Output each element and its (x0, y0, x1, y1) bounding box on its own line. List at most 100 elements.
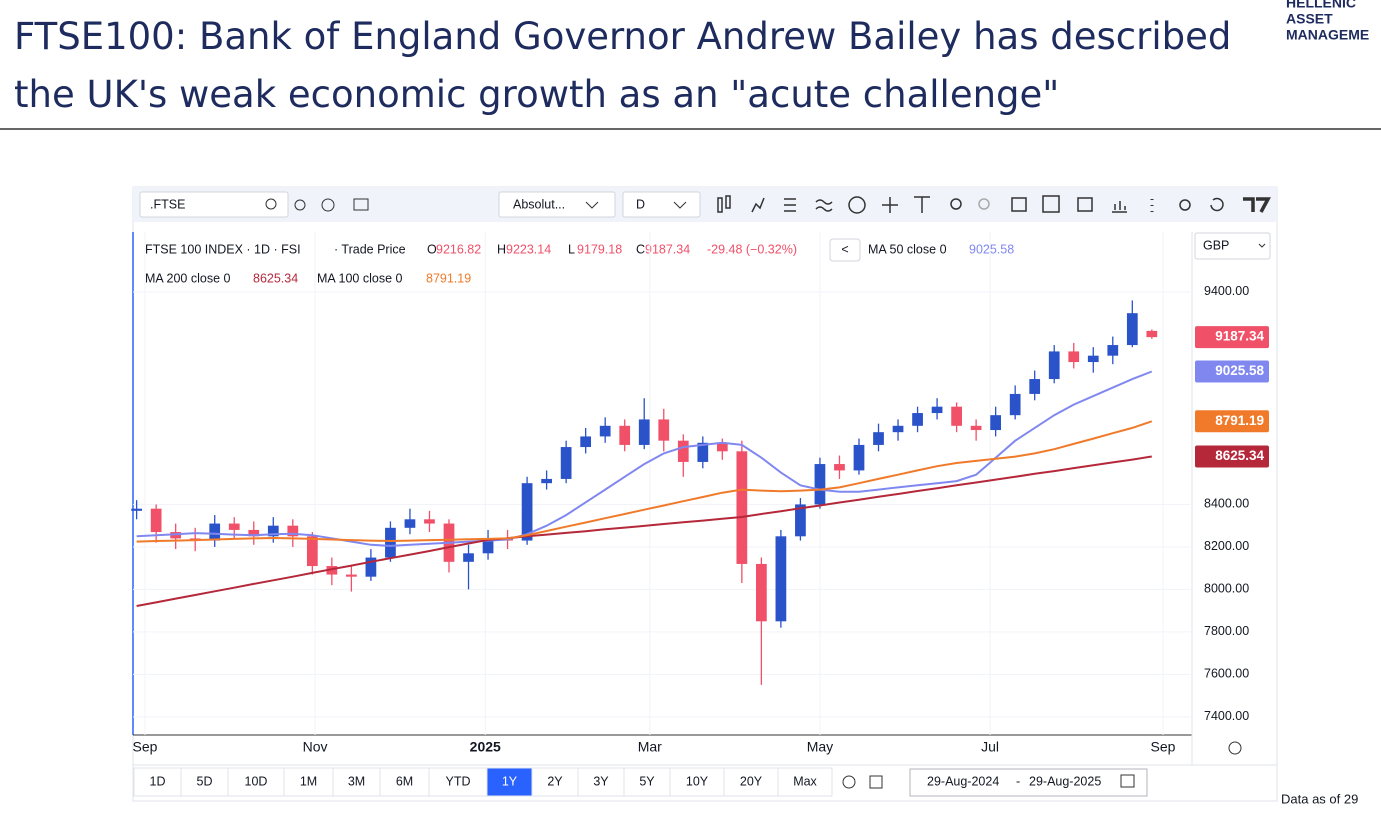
collapse-button[interactable] (829, 238, 861, 262)
slide-title: FTSE100: Bank of England Governor Andrew… (14, 15, 1232, 116)
legend-ma-name: MA 200 close 0 (145, 271, 231, 285)
candle-body (775, 536, 787, 622)
candle-body (736, 451, 748, 564)
candle-body (580, 436, 592, 448)
y-tick-label: 8200.00 (1204, 539, 1249, 553)
range-button-label: 5Y (639, 774, 655, 788)
range-button[interactable] (777, 767, 833, 797)
range-button[interactable] (577, 767, 625, 797)
candle-body (541, 478, 552, 484)
interval-select[interactable] (622, 191, 701, 218)
tool-icon[interactable] (1011, 197, 1027, 212)
legend-price-type: · Trade Price (334, 242, 406, 256)
settings-icon[interactable] (842, 775, 856, 789)
compare-icon[interactable] (321, 198, 335, 212)
range-button-label: YTD (446, 774, 471, 788)
legend: FTSE 100 INDEX · 1D · FSI · Trade Price … (145, 238, 1014, 285)
candle-body (306, 536, 318, 567)
range-button[interactable] (531, 767, 579, 797)
candle-body (599, 425, 611, 437)
legend-instrument: FTSE 100 INDEX · 1D · FSI (145, 242, 301, 256)
currency-select[interactable] (1194, 232, 1271, 260)
y-tick-label: 7400.00 (1204, 709, 1249, 723)
logo-text: MANAGEME (1286, 27, 1369, 43)
x-tick-label: Jul (981, 739, 999, 755)
candle-body (326, 566, 338, 575)
price-tag (1195, 360, 1269, 383)
range-button[interactable] (486, 767, 533, 797)
symbol-search[interactable] (139, 191, 289, 218)
legend-prefix: O (427, 242, 437, 256)
interval: D (636, 197, 645, 211)
range-button[interactable] (133, 767, 182, 797)
candle-body (1126, 313, 1138, 346)
tool-icon[interactable] (815, 199, 833, 212)
range-button-label: 10Y (686, 774, 709, 788)
tool-icon[interactable] (978, 198, 990, 210)
x-tick-label: Sep (133, 739, 158, 755)
x-tick-label: Sep (1151, 739, 1176, 755)
y-tick-label: 9400.00 (1204, 284, 1249, 298)
clock-icon[interactable] (294, 199, 306, 211)
tool-icon[interactable] (1042, 195, 1060, 213)
candle-body (560, 447, 572, 479)
x-tick-label: 2025 (470, 739, 501, 755)
candle-body (287, 525, 299, 537)
legend-prefix: H (497, 242, 506, 256)
candle-body (1029, 379, 1041, 394)
scale-select[interactable] (498, 191, 616, 218)
settings-icon[interactable] (1228, 741, 1242, 755)
legend-value: 9179.18 (577, 242, 622, 256)
tool-icon[interactable] (848, 196, 866, 214)
legend-ma-value: 8625.34 (253, 271, 298, 285)
candle-body (150, 508, 162, 533)
currency: GBP (1203, 238, 1229, 252)
candle-body (638, 419, 650, 445)
tool-icon[interactable] (914, 196, 930, 213)
range-button[interactable] (428, 767, 488, 797)
tool-icon[interactable] (882, 197, 898, 213)
tool-icons (717, 195, 1271, 214)
candle-body (131, 508, 142, 511)
candle-body (424, 519, 435, 524)
candle-body (1107, 345, 1119, 356)
range-button[interactable] (723, 767, 779, 797)
tool-icon[interactable] (725, 195, 731, 209)
date-from: 29-Aug-2024 (927, 774, 999, 788)
range-button-label: 20Y (740, 774, 763, 788)
logo-text: HELLENIC (1286, 0, 1356, 11)
date-range[interactable] (909, 768, 1148, 797)
collapse-label: < (841, 242, 848, 256)
range-button[interactable] (379, 767, 430, 797)
candle-body (912, 413, 923, 426)
tool-icon[interactable] (784, 198, 796, 212)
tool-icon[interactable] (1210, 197, 1224, 212)
logo: HELLENIC ASSET MANAGEME (1286, 0, 1369, 43)
tool-icon[interactable] (717, 197, 723, 213)
range-button-label: 2Y (547, 774, 563, 788)
tool-icon[interactable] (950, 198, 962, 210)
legend-ma-value: 9025.58 (969, 242, 1014, 256)
candle-body (619, 425, 631, 445)
range-button[interactable] (283, 767, 334, 797)
folder-icon[interactable] (353, 198, 369, 211)
tool-icon[interactable] (751, 197, 765, 213)
candle-body (716, 442, 728, 452)
tool-icon[interactable] (1112, 201, 1127, 213)
legend-ma-name: MA 100 close 0 (317, 271, 403, 285)
table-icon[interactable] (869, 775, 883, 789)
candle-body (814, 464, 826, 505)
tool-icon[interactable] (1077, 197, 1093, 212)
range-button-label: 1M (300, 774, 317, 788)
price-tag-label: 9025.58 (1215, 363, 1264, 378)
range-button-label: 6M (396, 774, 413, 788)
x-tick-label: May (807, 739, 833, 755)
tool-icon[interactable] (1179, 199, 1191, 211)
price-tag (1195, 410, 1269, 433)
candle-body (267, 525, 279, 537)
x-tick-label: Mar (638, 739, 662, 755)
y-tick-label: 7600.00 (1204, 667, 1249, 681)
range-button[interactable] (332, 767, 381, 797)
candle-body (365, 557, 377, 577)
